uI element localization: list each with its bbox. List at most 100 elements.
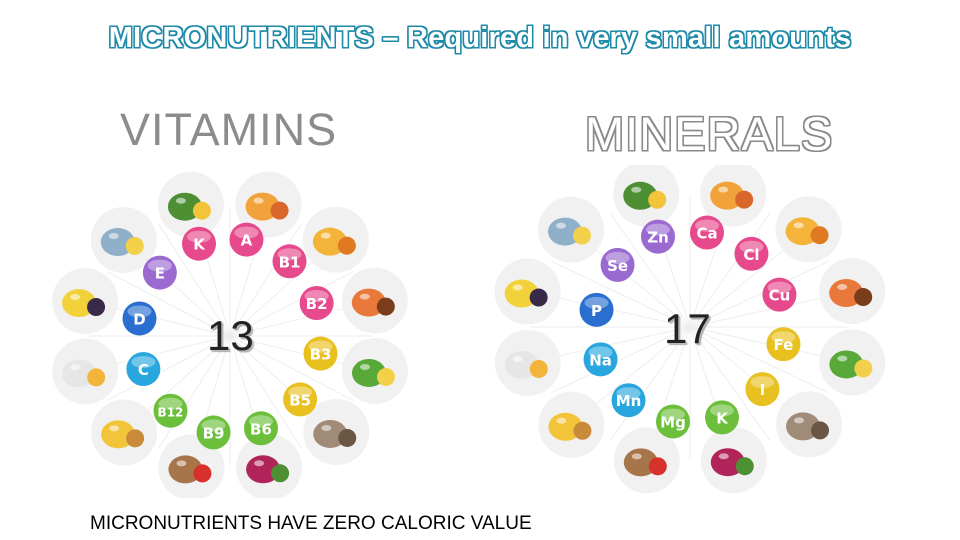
vitamin-badge-label: C — [138, 361, 149, 379]
vitamin-badge-k: K — [182, 226, 217, 261]
vitamin-badge-c: C — [126, 352, 161, 387]
vitamin-badge-label: B9 — [203, 424, 225, 442]
mineral-badge-label: Ca — [696, 225, 717, 243]
mineral-badge-label: I — [760, 381, 766, 399]
vitamin-badge-b12: B12 — [153, 393, 188, 428]
vitamin-badge-label: B6 — [250, 420, 272, 438]
mineral-badge-se: Se — [600, 247, 635, 282]
vitamin-badge-b2: B2 — [299, 285, 334, 320]
radial-line — [106, 335, 231, 402]
pumpkin-icon — [341, 267, 408, 334]
vitamin-badge-label: A — [241, 232, 253, 250]
mushroom-icon — [303, 398, 370, 465]
mineral-badge-label: K — [716, 409, 729, 427]
vitamin-badge-a: A — [229, 222, 264, 257]
vitamin-badge-label: E — [155, 265, 165, 283]
vitamins-wheel-graphic: A B1 B2 B3 B5 B6 B9 B12 C D E K — [52, 171, 408, 498]
mineral-badge-label: Fe — [774, 336, 794, 354]
radial-line — [229, 270, 354, 337]
vitamin-badge-label: B1 — [279, 253, 301, 271]
rice-icon — [700, 165, 767, 227]
milk-egg-icon — [52, 338, 119, 405]
radial-line — [535, 326, 691, 362]
mineral-badge-mn: Mn — [611, 383, 646, 418]
radial-line — [689, 326, 771, 441]
vitamins-heading: VITAMINS — [120, 104, 338, 155]
almond-garlic-icon — [538, 391, 605, 458]
vitamin-badge-label: D — [133, 310, 145, 328]
vitamins-wheel: A B1 B2 B3 B5 B6 B9 B12 C D E K — [40, 168, 410, 498]
fish-icon — [776, 391, 843, 458]
mineral-badge-p: P — [579, 292, 614, 327]
vitamin-badge-b3: B3 — [303, 336, 338, 371]
radial-line — [229, 335, 354, 402]
beet-icon — [236, 434, 303, 498]
shrimp-icon — [775, 196, 842, 263]
grain-hazelnut-icon — [613, 427, 680, 494]
mineral-badge-ca: Ca — [690, 215, 725, 250]
mineral-badge-cu: Cu — [762, 277, 797, 312]
vitamin-badge-d: D — [122, 301, 157, 336]
mineral-badge-label: P — [591, 302, 602, 320]
radial-line — [158, 223, 231, 337]
radial-line — [229, 223, 302, 337]
vitamin-badge-b9: B9 — [196, 415, 231, 450]
vitamins-count: 13 — [207, 312, 254, 359]
tea-icon — [235, 171, 302, 238]
minerals-count: 17 — [664, 305, 711, 352]
broccoli-egg-icon — [341, 337, 408, 404]
radial-line — [609, 326, 691, 441]
orange-carrot-icon — [302, 206, 369, 273]
radial-line — [551, 326, 691, 394]
mineral-badge-zn: Zn — [640, 219, 675, 254]
mineral-badge-label: Cl — [743, 246, 759, 264]
peas-icon — [157, 171, 224, 238]
vitamin-badge-b6: B6 — [243, 411, 278, 446]
mineral-badge-na: Na — [583, 342, 618, 377]
radial-line — [229, 335, 302, 449]
radial-line — [689, 260, 829, 328]
mineral-badge-label: Se — [607, 257, 628, 275]
mineral-badge-label: Mg — [660, 413, 686, 431]
vitamin-badge-label: K — [193, 236, 206, 254]
vitamin-badge-label: B12 — [158, 406, 184, 420]
mineral-badge-label: Na — [589, 351, 612, 369]
minerals-wheel: Ca Cl Cu Fe I K Mg Mn Na P Se Zn — [485, 165, 915, 500]
slide-title: MICRONUTRIENTS – Required in very small … — [108, 22, 852, 54]
mineral-badge-label: Mn — [616, 392, 642, 410]
lettuce-icon — [819, 329, 886, 396]
radial-line — [106, 270, 231, 337]
fish-cheese-icon — [90, 207, 157, 274]
nuts-strawberry-icon — [158, 434, 225, 498]
minerals-heading: MINERALS — [585, 107, 834, 160]
quince-berries-icon — [52, 268, 119, 335]
vitamin-badge-b5: B5 — [283, 382, 318, 417]
squid-icon — [819, 258, 886, 325]
mineral-badge-mg: Mg — [655, 404, 690, 439]
mineral-badge-label: Zn — [647, 229, 669, 247]
vitamin-badge-label: B5 — [289, 391, 311, 409]
meat-peas-icon — [613, 165, 680, 227]
minerals-wheel-graphic: Ca Cl Cu Fe I K Mg Mn Na P Se Zn — [494, 165, 886, 494]
footer-note: MICRONUTRIENTS HAVE ZERO CALORIC VALUE — [90, 513, 532, 534]
vitamin-badge-e: E — [142, 255, 177, 290]
mineral-badge-i: I — [745, 372, 780, 407]
radial-line — [158, 335, 231, 449]
mineral-badge-k: K — [705, 400, 740, 435]
vitamin-badge-label: B3 — [310, 346, 332, 364]
radial-line — [689, 213, 771, 328]
mineral-badge-cl: Cl — [734, 236, 769, 271]
cheese-icon — [537, 196, 604, 263]
vitamin-badge-label: B2 — [306, 295, 328, 313]
vitamin-badge-b1: B1 — [272, 244, 307, 279]
mineral-badge-fe: Fe — [766, 327, 801, 362]
radial-line — [551, 260, 691, 328]
salt-dried-fruit-icon — [494, 329, 561, 396]
pumpkin-nuts-icon — [494, 258, 561, 325]
radial-line — [689, 292, 845, 328]
radial-line — [689, 326, 829, 394]
pumpkin-coffee-icon — [700, 427, 767, 494]
radial-line — [609, 213, 691, 328]
banana-onion-icon — [91, 399, 158, 466]
mineral-badge-label: Cu — [769, 287, 791, 305]
